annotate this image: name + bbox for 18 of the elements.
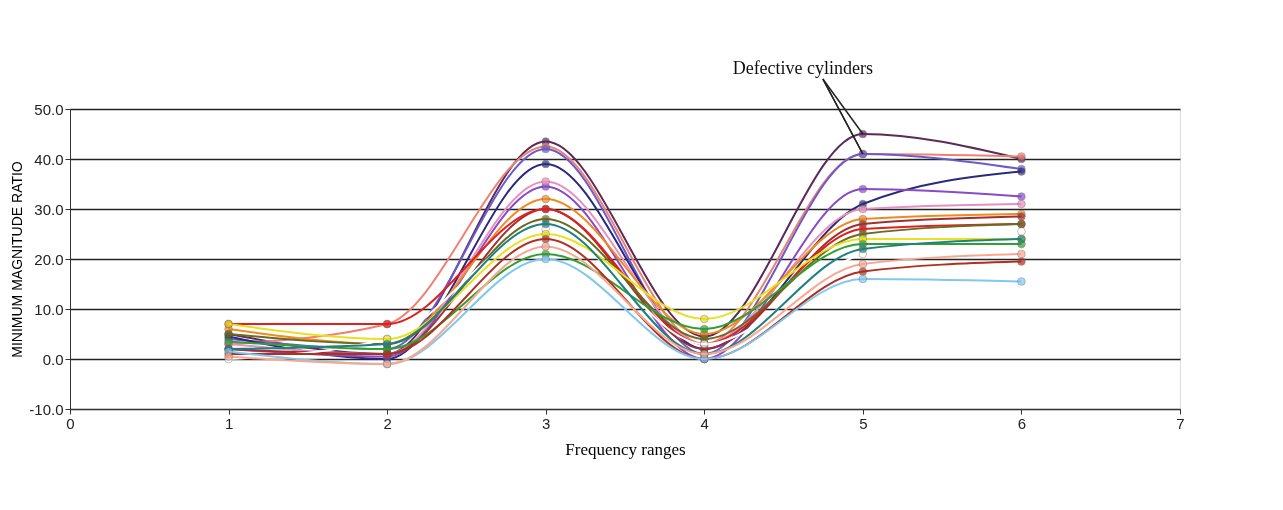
y-tick-label: 50.0	[34, 100, 64, 118]
x-tick-label: 3	[542, 414, 551, 432]
x-tick-label: 7	[1176, 414, 1185, 432]
y-tick-label: 20.0	[34, 250, 64, 268]
annotation: Defective cylinders	[732, 58, 874, 78]
x-tick-label: 6	[1017, 414, 1027, 432]
x-tick-label: 2	[383, 414, 392, 432]
x-tick-label: 0	[66, 414, 75, 432]
y-tick-label: 0.0	[42, 350, 64, 368]
x-axis-title: Frequency ranges	[565, 439, 686, 459]
y-tick-label: 40.0	[34, 150, 64, 168]
x-tick-label: 1	[224, 414, 234, 432]
y-axis-title: MINIMUM MAGNITUDE RATIO	[9, 161, 26, 358]
x-tick-label: 4	[700, 414, 709, 432]
x-tick-label: 5	[859, 414, 868, 432]
y-tick-label: 10.0	[34, 300, 64, 318]
y-tick-label: -10.0	[29, 400, 64, 418]
y-tick-label: 30.0	[34, 200, 64, 218]
